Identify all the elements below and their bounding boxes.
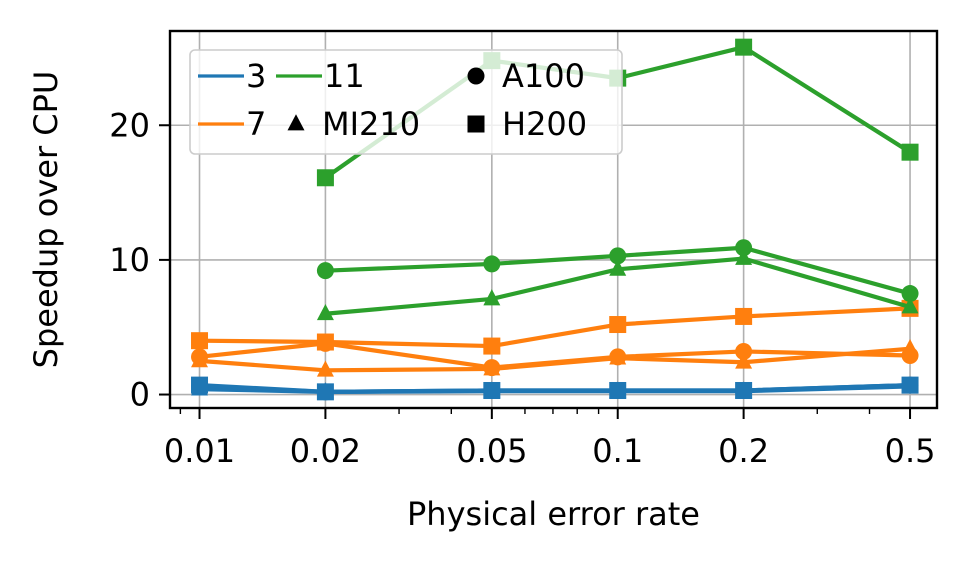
legend-entry-a100: A100 bbox=[467, 57, 585, 95]
legend-marker-swatch bbox=[467, 115, 485, 133]
data-point bbox=[735, 381, 753, 399]
legend-entry-7: 7 bbox=[198, 105, 266, 143]
legend-entry-h200: H200 bbox=[467, 105, 587, 143]
legend-entry-11: 11 bbox=[276, 57, 365, 95]
data-point bbox=[609, 348, 627, 365]
y-tick-label: 0 bbox=[130, 376, 150, 414]
x-tick-label: 0.1 bbox=[592, 432, 643, 470]
x-tick-label: 0.01 bbox=[164, 432, 235, 470]
series-d3-h200 bbox=[191, 376, 919, 401]
data-point bbox=[609, 316, 627, 334]
x-axis-title: Physical error rate bbox=[407, 495, 700, 533]
legend-entry-3: 3 bbox=[198, 57, 266, 95]
data-point bbox=[609, 381, 627, 399]
series-d7-h200 bbox=[191, 299, 919, 355]
legend-marker-swatch bbox=[467, 67, 485, 85]
data-point bbox=[735, 239, 753, 257]
data-point bbox=[901, 338, 919, 356]
series-d7-mi210 bbox=[191, 338, 919, 377]
data-point bbox=[483, 359, 501, 376]
data-point bbox=[735, 307, 753, 325]
legend-label: 11 bbox=[324, 57, 365, 95]
data-point bbox=[316, 303, 334, 321]
legend-label: H200 bbox=[502, 105, 587, 143]
data-point bbox=[483, 381, 501, 399]
x-tick-label: 0.02 bbox=[290, 432, 361, 470]
legend-label: MI210 bbox=[322, 105, 420, 143]
y-tick-label: 10 bbox=[109, 241, 150, 279]
data-point bbox=[316, 383, 334, 401]
data-point bbox=[735, 352, 753, 369]
data-point bbox=[735, 342, 753, 360]
data-point bbox=[901, 297, 919, 314]
data-point bbox=[191, 332, 209, 350]
legend: 3 7 11 A100 MI210 H200 bbox=[189, 49, 623, 155]
legend-entry-mi210: MI210 bbox=[287, 105, 420, 143]
y-axis-title: Speedup over CPU bbox=[27, 71, 65, 369]
series-d11-mi210 bbox=[316, 248, 919, 321]
data-point bbox=[483, 289, 501, 306]
series-line bbox=[199, 346, 911, 373]
data-point bbox=[735, 38, 753, 56]
data-point bbox=[901, 285, 919, 303]
data-point bbox=[316, 169, 334, 187]
data-point bbox=[901, 143, 919, 161]
legend-label: 7 bbox=[246, 105, 266, 143]
legend-marker-swatch bbox=[287, 114, 305, 131]
y-tick-label: 20 bbox=[109, 106, 150, 144]
series-line bbox=[199, 383, 911, 394]
data-point bbox=[191, 376, 209, 394]
series-d11-a100 bbox=[316, 239, 919, 303]
data-point bbox=[316, 262, 334, 280]
data-point bbox=[316, 360, 334, 377]
data-point bbox=[483, 337, 501, 355]
data-point bbox=[483, 255, 501, 273]
axes: 0.01 0.02 0.05 0.1 0.2 0.5 0 10 20 bbox=[109, 106, 935, 470]
data-series bbox=[191, 38, 919, 401]
data-point bbox=[901, 376, 919, 394]
x-tick-label: 0.2 bbox=[718, 432, 769, 470]
data-point bbox=[735, 248, 753, 265]
x-tick-label: 0.5 bbox=[885, 432, 936, 470]
x-tick-label: 0.05 bbox=[456, 432, 527, 470]
data-point bbox=[191, 351, 209, 368]
series-line bbox=[199, 306, 911, 349]
data-point bbox=[609, 259, 627, 276]
legend-label: 3 bbox=[246, 57, 266, 95]
legend-label: A100 bbox=[502, 57, 585, 95]
data-point bbox=[316, 333, 334, 351]
data-point bbox=[609, 247, 627, 265]
